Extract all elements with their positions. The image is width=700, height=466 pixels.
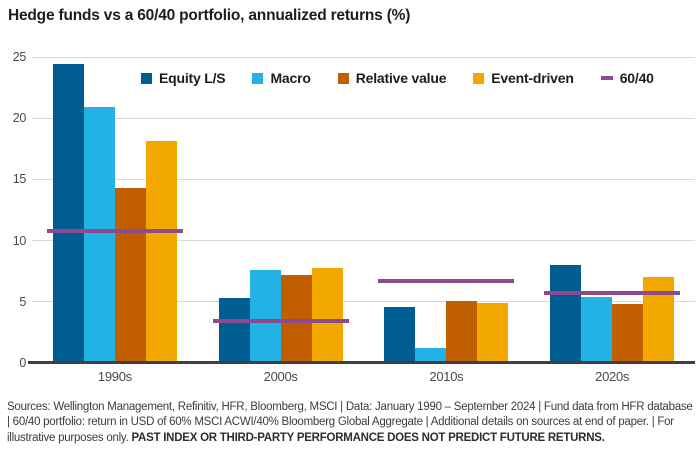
y-axis-label-25: 25 [12,50,27,64]
legend-square-icon [252,72,264,84]
bar-2020s-event-driven [643,277,675,363]
bar-2000s-relative-value [280,274,312,363]
legend-label: Macro [270,70,311,86]
line-60-40-2000s [212,319,349,324]
gridline-y-25 [32,56,695,58]
y-axis-label-10: 10 [12,233,27,248]
bar-1990s-macro [83,107,115,363]
footer-text: Sources: Wellington Management, Refiniti… [7,400,694,446]
y-axis-label-5: 5 [19,294,26,309]
chart-title: Hedge funds vs a 60/40 portfolio, annual… [8,7,411,24]
y-axis: 0 5 10 15 20 25 [0,50,27,370]
legend-item-60-40: 60/40 [600,70,654,86]
legend-item-relative-value: Relative value [337,70,447,86]
y-axis-label-15: 15 [12,172,27,187]
bar-2000s-macro [249,269,281,363]
bar-1990s-relative-value [114,187,146,363]
legend: Equity L/S Macro Relative value Event-drive… [141,70,654,86]
bar-group-2000s [212,57,349,363]
bar-2020s-relative-value [612,304,644,363]
legend-item-macro: Macro [252,70,311,86]
y-axis-label-0: 0 [19,356,26,370]
gridline-y-10 [32,240,695,242]
bar-2010s-equity-l-s [384,306,416,363]
gridline-y-5 [32,301,695,303]
bar-2010s-relative-value [446,300,478,363]
legend-item-equity-l-s: Equity L/S [141,70,226,86]
bar-2020s-equity-l-s [550,265,582,363]
bar-2010s-event-driven [477,303,509,363]
gridline-y-20 [32,117,695,119]
legend-label: Relative value [355,70,447,86]
line-60-40-2010s [378,279,515,283]
gridline-y-15 [32,178,695,180]
x-axis-baseline [28,361,695,364]
legend-item-event-driven: Event-driven [473,70,574,86]
bar-1990s-equity-l-s [52,64,84,363]
line-60-40-2020s [544,291,681,296]
bar-group-2020s [544,57,681,363]
legend-label: Equity L/S [159,70,226,86]
legend-square-icon [473,72,485,84]
bar-2010s-macro [415,348,447,363]
x-axis-label-2010s: 2010s [429,369,464,384]
bar-group-1990s [46,57,183,363]
y-axis-label-20: 20 [12,111,27,126]
footer-sources: Sources: Wellington Management, Refiniti… [7,401,693,444]
bar-group-2010s [378,57,515,363]
bar-2000s-event-driven [311,267,343,363]
legend-label: Event-driven [491,70,574,86]
bar-1990s-event-driven [145,141,177,363]
legend-label: 60/40 [619,70,654,86]
line-60-40-1990s [46,228,183,233]
x-axis-label-2000s: 2000s [263,369,298,384]
bar-2000s-equity-l-s [218,298,250,363]
legend-square-icon [337,72,349,84]
plot-area [28,56,695,364]
x-axis-label-2020s: 2020s [595,369,630,384]
legend-square-icon [141,72,152,84]
legend-dash-icon [600,76,613,80]
footer-disclaimer-bold: PAST INDEX OR THIRD-PARTY PERFORMANCE DO… [131,431,605,444]
x-axis-label-1990s: 1990s [97,369,132,384]
bar-2020s-macro [581,296,613,363]
